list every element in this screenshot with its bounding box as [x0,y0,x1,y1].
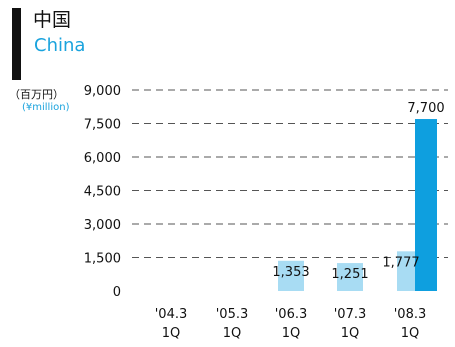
y-tick-label: 4,500 [84,185,121,200]
bar [337,263,363,291]
title-accent-bar [12,8,21,80]
bar [278,260,304,291]
x-tick-label: '06.3 [275,307,308,322]
x-tick-label-quarter: 1Q [341,326,360,341]
chart-title-ja: 中国 [33,9,72,31]
data-label: 1,251 [331,267,368,282]
data-label: 1,777 [382,255,419,270]
x-tick-label: '05.3 [216,307,249,322]
x-tick-label-quarter: 1Q [162,326,181,341]
data-label-peak: 7,700 [407,101,444,116]
x-tick-label: '08.3 [394,307,427,322]
x-tick-label-quarter: 1Q [223,326,242,341]
y-tick-label: 3,000 [84,218,121,233]
unit-label-ja: （百万円） [9,88,64,101]
unit-label-en: (¥million) [22,102,70,113]
x-tick-label: '04.3 [155,307,188,322]
x-tick-label-quarter: 1Q [282,326,301,341]
bar-peak [415,119,437,292]
chart-title-en: China [34,35,86,56]
x-tick-label-quarter: 1Q [401,326,420,341]
y-tick-label: 7,500 [84,118,121,133]
x-tick-label: '07.3 [334,307,367,322]
y-tick-label: 0 [113,285,121,300]
y-tick-label: 1,500 [84,252,121,267]
data-label: 1,353 [272,265,309,280]
y-tick-label: 6,000 [84,151,121,166]
y-tick-label: 9,000 [84,84,121,99]
